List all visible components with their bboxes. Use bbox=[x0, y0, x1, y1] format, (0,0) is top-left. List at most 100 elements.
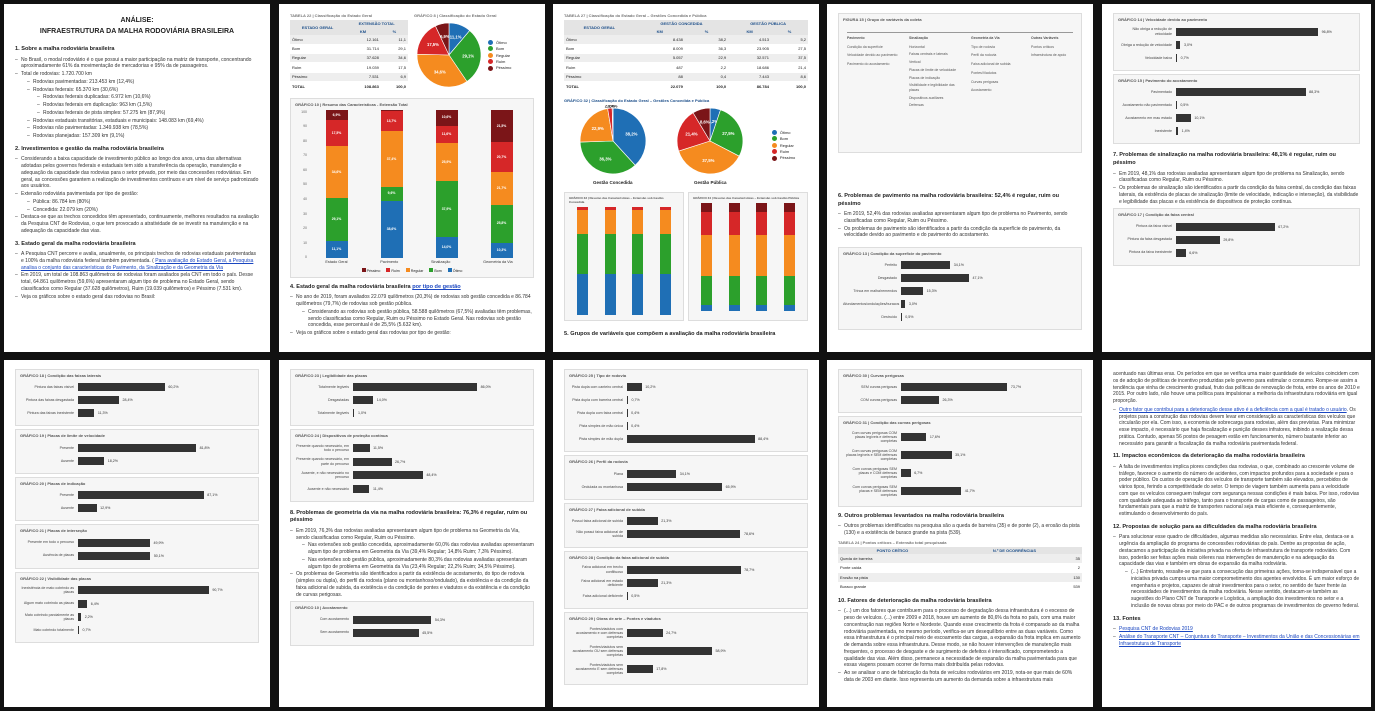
bar-value: 50,1% bbox=[153, 553, 165, 558]
stack-segment bbox=[659, 234, 671, 274]
bar-value: 0,5% bbox=[905, 315, 914, 320]
bar-label: Totalmente legíveis bbox=[318, 385, 349, 390]
deterioracao-link[interactable]: Outro fator que contribui para a deterio… bbox=[1119, 406, 1347, 413]
stack-segment bbox=[783, 202, 795, 213]
stack-segment bbox=[632, 209, 644, 235]
bar-row: Pintura das faixas inexistente 11,3% bbox=[20, 409, 254, 418]
bar-label: Mato cobrindo totalmente bbox=[33, 628, 74, 633]
stack-segment bbox=[783, 305, 795, 311]
bar-row: Com acostamento 54,3% bbox=[295, 615, 529, 624]
bar-row: Pontes/viadutos sem acostamento OU sem d… bbox=[569, 645, 803, 658]
bar-label: Pista dupla com faixa central bbox=[577, 411, 623, 416]
stack-segment bbox=[783, 212, 795, 236]
bar-value: 0,7% bbox=[82, 628, 91, 633]
stack-column bbox=[604, 206, 616, 315]
legend-swatch-pessimo bbox=[488, 65, 493, 71]
bar bbox=[901, 287, 924, 296]
bar-row: Algum mato cobrindo as placas 6,4% bbox=[20, 599, 254, 608]
bar-value: 47,1% bbox=[972, 276, 983, 281]
bar-value: 81,8% bbox=[199, 445, 210, 450]
bar bbox=[627, 592, 628, 601]
bar-label: Pista simples de mão dupla bbox=[579, 437, 623, 442]
bar-label: Pintura das faixas inexistente bbox=[27, 411, 74, 416]
bar-label: Pintura da faixa inexistente bbox=[1128, 250, 1172, 255]
pie-publica: 5,2% 27,5% 37,5% 21,4% 8,6% bbox=[677, 107, 744, 175]
bar-row: Desgastadas 14,0% bbox=[295, 396, 529, 405]
stack-segment bbox=[604, 209, 616, 235]
bar-row: Pista dupla com faixa central 0,4% bbox=[569, 409, 803, 418]
bar bbox=[901, 469, 911, 478]
bar-label: Com curvas perigosas COM placas legíveis… bbox=[851, 430, 897, 444]
fonte-analise-link[interactable]: Análise do Transporte CNT – Conjuntura d… bbox=[1119, 633, 1360, 647]
bar-value: 88,3% bbox=[1309, 90, 1320, 95]
stack-segment bbox=[756, 275, 768, 306]
bar bbox=[1176, 235, 1220, 244]
bar-row: Não obriga a redução de velocidade 96,8% bbox=[1118, 27, 1355, 36]
bar-value: 1,4% bbox=[1181, 129, 1190, 134]
bar-label: Presente quando necessário, em parte do … bbox=[296, 457, 349, 466]
estado-geral-link[interactable]: Para avaliação do Estado Geral, a Pesqui… bbox=[21, 257, 254, 271]
bar-value: 14,0% bbox=[376, 398, 387, 403]
page-8: GRÁFICO 25 | Tipo de rodovia Pista dupla … bbox=[553, 360, 819, 707]
chart-faixa-central: GRÁFICO 17 | Condição da faixa central P… bbox=[1113, 208, 1360, 266]
bar-label: Afundamentos/ondulações/buracos bbox=[843, 302, 900, 307]
bar-row: Com curvas perigosas SEM placas e COM de… bbox=[843, 467, 1077, 480]
estado-geral-table: TABELA 22 | Classificação do Estado Gera… bbox=[290, 13, 408, 92]
bar-list: Perfeito 34,1% Desgastado 47,1% Trinca em ma… bbox=[843, 261, 1077, 322]
chart-tipo-rodovia: GRÁFICO 25 | Tipo de rodovia Pista dupla … bbox=[564, 369, 808, 453]
bar-value: 41,7% bbox=[964, 489, 975, 494]
legend-swatch-otimo bbox=[488, 40, 493, 46]
bar-label: Possui faixa adicional de subida bbox=[571, 519, 623, 524]
pie-label: 8,6% bbox=[700, 119, 710, 124]
section-7-heading: 7. Problemas de sinalização na malha rod… bbox=[1113, 152, 1336, 166]
stack-segment bbox=[380, 109, 403, 111]
bar-value: 58,9% bbox=[715, 649, 726, 654]
bar-value: 0,5% bbox=[631, 594, 640, 599]
bar-row: SEM curvas perigosas 73,7% bbox=[843, 383, 1077, 392]
bar-row: Ausência de placas 50,1% bbox=[20, 551, 254, 560]
bar bbox=[627, 396, 628, 405]
bar-label: Velocidade baixa bbox=[1144, 55, 1172, 60]
bar-label: Ondulada ou montanhosa bbox=[581, 484, 623, 489]
section-3-list: A Pesquisa CNT percorre e avalia, anualm… bbox=[15, 251, 259, 300]
bar-value: 3,0% bbox=[1183, 43, 1193, 48]
bar bbox=[627, 482, 723, 491]
page-2: TABELA 22 | Classificação do Estado Gera… bbox=[279, 4, 545, 352]
bar-label: Totalmente ilegíveis bbox=[317, 411, 349, 416]
fonte-pesquisa-link[interactable]: Pesquisa CNT de Rodovias 2019 bbox=[1119, 626, 1193, 633]
stack-column bbox=[728, 202, 740, 311]
stack-segment bbox=[783, 235, 795, 276]
bar-row: Faixa adicional em trecho conflituoso 78,… bbox=[569, 565, 803, 574]
stack-segment bbox=[728, 275, 740, 306]
stack-segment bbox=[728, 202, 740, 213]
bar-value: 24,7% bbox=[666, 631, 677, 636]
stack-segment: 37,4% bbox=[380, 131, 403, 187]
bar-value: 26,7% bbox=[395, 459, 406, 464]
page-6: GRÁFICO 18 | Condição das faixas laterai… bbox=[4, 360, 270, 707]
pie-label: 27,5% bbox=[723, 131, 735, 136]
bar-label: Pista simples de mão única bbox=[579, 424, 623, 429]
bar-row: Presente 87,1% bbox=[20, 491, 254, 500]
stack-legend: Péssimo Ruim Regular Bom Ótimo bbox=[295, 268, 529, 274]
bar-label: Inexistência de mato cobrindo as placas bbox=[21, 585, 74, 595]
stack-segment: 29,1% bbox=[325, 197, 348, 242]
bar-row: Presente quando necessário, em parte do … bbox=[295, 457, 529, 466]
bar-value: 60,2% bbox=[168, 385, 179, 390]
bar-row: Totalmente legíveis 86,0% bbox=[295, 383, 529, 392]
stack-segment bbox=[701, 202, 713, 213]
bar-label: Desgastadas bbox=[328, 398, 349, 403]
bar-list: Plana 34,1% Ondulada ou montanhosa 65,9% bbox=[569, 469, 803, 491]
bar-value: 15,3% bbox=[926, 289, 937, 294]
pie-label: 17,5% bbox=[427, 42, 439, 47]
bar-value: 1,0% bbox=[357, 411, 367, 416]
bar bbox=[353, 444, 370, 453]
stack-segment: 37,9% bbox=[435, 181, 458, 238]
bar-label: Pista dupla com canteiro central bbox=[571, 385, 623, 390]
stack-segment: 20,7% bbox=[490, 141, 513, 173]
bar-list: Não obriga a redução de velocidade 96,8% O… bbox=[1118, 27, 1355, 63]
bar-label: Presente bbox=[59, 445, 74, 450]
bar-row: Plana 34,1% bbox=[569, 469, 803, 478]
stack-segment: 6,9% bbox=[325, 109, 348, 121]
tipo-gestao-link[interactable]: por tipo de gestão bbox=[412, 283, 461, 290]
bar-row: Mato cobrindo parcialmente as placas 2,2% bbox=[20, 613, 254, 622]
